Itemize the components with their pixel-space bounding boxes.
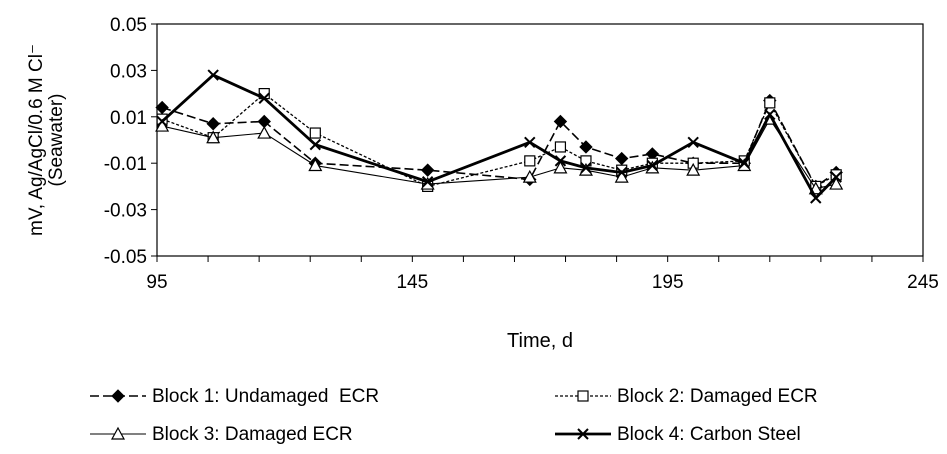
series-3-point (308, 158, 323, 172)
series-2-point (764, 97, 776, 109)
series-2-point (309, 127, 321, 139)
legend-marker (577, 390, 589, 402)
x-tick-label: 245 (907, 272, 939, 293)
series-4-point (738, 157, 750, 169)
series-2-point (524, 155, 536, 167)
series-4-point (810, 192, 822, 204)
y-axis-title-line-2: (Seawater) (46, 94, 67, 187)
series-4 (156, 69, 842, 204)
legend-marker (111, 389, 125, 403)
series-4-point (646, 159, 659, 172)
series-1-point (155, 100, 169, 115)
series-2-line (161, 92, 837, 188)
y-axis-title: mV, Ag/AgCl/0.6 M Cl⁻ (Seawater) (26, 44, 67, 236)
legend-marker (110, 426, 126, 440)
x-axis: 95 145 195 245 (146, 256, 939, 293)
legend-item-4: Block 4: Carbon Steel (555, 424, 801, 445)
x-tick-label: 195 (652, 272, 684, 293)
y-axis: -0.05 -0.03 -0.01 0.01 0.03 0.05 (104, 15, 157, 268)
series-4-point (156, 115, 168, 128)
series-1-point (420, 163, 435, 177)
legend-label: Block 4: Carbon Steel (617, 424, 801, 445)
x-axis-title: Time, d (507, 330, 573, 352)
legend-item-1: Block 1: Undamaged ECR (90, 386, 379, 407)
legend-label: Block 3: Damaged ECR (152, 424, 353, 445)
series-4-point (615, 166, 628, 179)
series-3-point (257, 125, 272, 139)
series-4-point (207, 69, 219, 81)
x-tick-label: 145 (396, 272, 428, 293)
series-3-point (522, 169, 537, 183)
series-1-point (553, 114, 568, 129)
series-4-point (421, 176, 434, 188)
series-group (155, 69, 844, 204)
series-4-point (309, 138, 322, 151)
y-axis-title-line-1: mV, Ag/AgCl/0.6 M Cl⁻ (26, 44, 47, 236)
legend-item-2: Block 2: Damaged ECR (555, 386, 818, 407)
series-3-point (829, 176, 844, 190)
series-2-point (554, 141, 567, 153)
x-tick-label: 95 (146, 272, 167, 293)
legend-label: Block 1: Undamaged ECR (152, 386, 379, 407)
series-3-point (686, 162, 701, 176)
series-4-point (524, 136, 536, 149)
y-tick-label: 0.01 (110, 108, 147, 129)
plot-area (156, 23, 924, 257)
series-1-point (614, 151, 629, 166)
y-tick-label: 0.03 (110, 61, 147, 82)
legend: Block 1: Undamaged ECR Block 2: Damaged E… (90, 386, 818, 445)
legend-label: Block 2: Damaged ECR (617, 386, 818, 407)
series-4-point (258, 92, 270, 104)
series-1-point (579, 140, 593, 154)
series-3-point (553, 160, 568, 174)
series-3-point (206, 130, 221, 144)
series-4-point (687, 136, 699, 149)
series-4-point (764, 108, 776, 121)
legend-item-3: Block 3: Damaged ECR (90, 424, 353, 445)
series-4-point (554, 155, 567, 167)
series-4-point (580, 162, 592, 174)
y-tick-label: -0.01 (104, 154, 147, 175)
series-1-point (206, 117, 220, 131)
legend-marker (577, 428, 589, 440)
series-4-point (830, 171, 842, 183)
y-tick-label: -0.05 (104, 247, 147, 268)
y-tick-label: 0.05 (110, 15, 147, 36)
y-tick-label: -0.03 (104, 201, 147, 222)
